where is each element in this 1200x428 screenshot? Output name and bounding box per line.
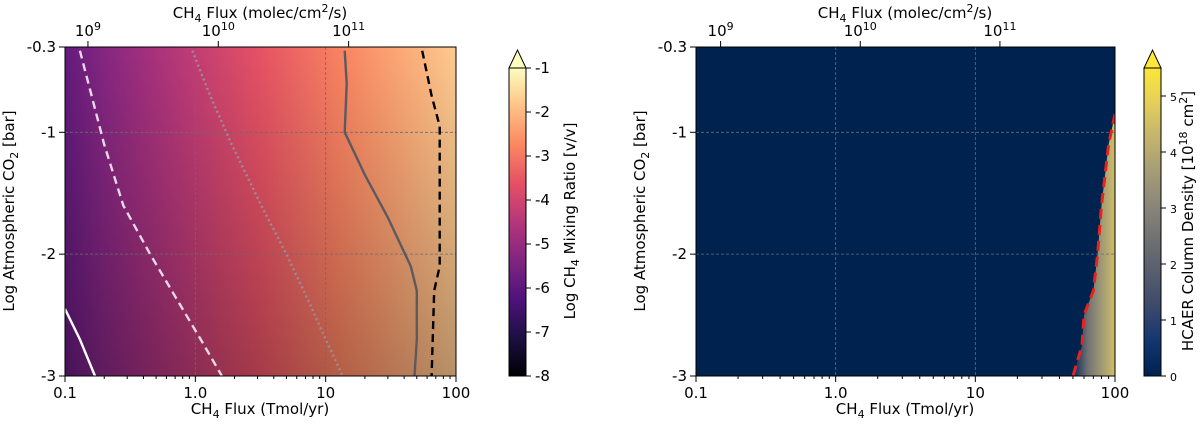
right-colorbar-ticks: 0 1 2 3 4 5 (1161, 91, 1177, 384)
left-xlabel-top: CH4 Flux (molec/cm2/s) (173, 2, 347, 25)
right-haze-boundary-contour (1071, 113, 1115, 376)
left-chart: 0.1 1.0 10 100 -3 -2 -1 -0.3 109 1010 1011 CH4 F… (0, 2, 582, 421)
left-x-tick-label: 0.1 (53, 384, 77, 402)
left-colorbar-label: Log CH4 Mixing Ratio [v/v] (561, 123, 582, 320)
right-top-tick-label: 1010 (844, 20, 877, 40)
right-plot-frame (695, 46, 1116, 377)
right-x-tick-label: 1.0 (824, 384, 848, 402)
left-colorbar-tick-label: -7 (535, 323, 550, 341)
left-colorbar-tick-label: -6 (535, 279, 550, 297)
left-colorbar-ticks: -8 -7 -6 -5 -4 -3 -2 -1 (526, 59, 550, 385)
right-x-tick-label: 10 (966, 384, 985, 402)
left-x-tick-label: 100 (442, 384, 471, 402)
right-xlabel-top: CH4 Flux (molec/cm2/s) (818, 2, 992, 25)
right-colorbar-extend-max (1143, 48, 1162, 69)
left-colorbar-extend-max (508, 48, 527, 69)
right-x-tick-label: 100 (1101, 384, 1130, 402)
left-grid (65, 47, 456, 376)
left-contour-solid-grey (343, 50, 418, 376)
right-colorbar: 0 1 2 3 4 5 HCAER Column Density [1018 cm2] (1143, 48, 1197, 384)
left-colorbar-tick-label: -1 (535, 59, 550, 77)
left-y-ticks: -3 -2 -1 -0.3 (27, 38, 65, 385)
right-top-tick-label: 109 (708, 20, 734, 40)
left-colorbar-tick-label: -3 (535, 147, 550, 165)
left-contour-dashed-white (78, 50, 223, 376)
left-y-tick-label: -0.3 (27, 38, 56, 56)
right-y-tick-label: -2 (672, 245, 687, 263)
right-colorbar-tick-label: 4 (1170, 147, 1177, 160)
right-ylabel: Log Atmospheric CO2 [bar] (631, 110, 652, 311)
left-top-ticks: 109 1010 1011 (75, 20, 365, 47)
right-colorbar-body (1143, 67, 1162, 377)
left-ylabel: Log Atmospheric CO2 [bar] (0, 110, 21, 311)
left-x-ticks: 0.1 1.0 10 100 (53, 376, 470, 402)
left-contour-dashed-black (421, 50, 441, 376)
right-top-ticks: 109 1010 1011 (708, 20, 1016, 47)
right-colorbar-tick-label: 3 (1170, 203, 1177, 216)
left-colorbar-tick-label: -4 (535, 191, 550, 209)
right-x-tick-label: 0.1 (684, 384, 708, 402)
left-colorbar-tick-label: -5 (535, 235, 550, 253)
right-colorbar-tick-label: 1 (1170, 315, 1177, 328)
left-colorbar-tick-label: -8 (535, 367, 550, 385)
left-plot-frame (64, 46, 457, 377)
left-contour-solid-white (65, 308, 97, 376)
left-top-tick-label: 1011 (332, 20, 365, 40)
right-top-tick-label: 1011 (983, 20, 1016, 40)
right-y-ticks: -3 -2 -1 -0.3 (658, 38, 696, 385)
right-colorbar-tick-label: 0 (1170, 371, 1177, 384)
right-heatmap-field (696, 47, 1115, 376)
left-y-tick-label: -2 (41, 245, 56, 263)
right-haze-region (1073, 114, 1115, 376)
left-x-tick-label: 10 (316, 384, 335, 402)
right-x-ticks: 0.1 1.0 10 100 (684, 376, 1129, 402)
left-contour-dotted-grey (191, 50, 344, 376)
left-colorbar-tick-label: -2 (535, 103, 550, 121)
left-y-tick-label: -3 (41, 367, 56, 385)
left-y-tick-label: -1 (41, 123, 56, 141)
right-colorbar-tick-label: 5 (1170, 91, 1177, 104)
left-colorbar-body (508, 67, 527, 377)
right-y-tick-label: -3 (672, 367, 687, 385)
right-colorbar-tick-label: 2 (1170, 259, 1177, 272)
left-top-tick-label: 1010 (202, 20, 235, 40)
left-heatmap-shading (65, 47, 456, 376)
right-chart: 0.1 1.0 10 100 -3-2-1-0.3 109 1010 1011 CH4 F… (631, 2, 1197, 421)
right-y-tick-label: -0.3 (658, 38, 687, 56)
left-xlabel-bottom: CH4 Flux (Tmol/yr) (191, 400, 329, 421)
right-y-tick-label: -1 (672, 123, 687, 141)
right-xlabel-bottom: CH4 Flux (Tmol/yr) (836, 400, 974, 421)
left-contours (65, 50, 441, 376)
left-x-tick-label: 1.0 (183, 384, 207, 402)
left-top-tick-label: 109 (75, 20, 101, 40)
right-colorbar-label: HCAER Column Density [1018 cm2] (1177, 91, 1197, 351)
left-colorbar: -8 -7 -6 -5 -4 -3 -2 -1 Log CH4 Mixing Ratio [v… (508, 48, 582, 385)
